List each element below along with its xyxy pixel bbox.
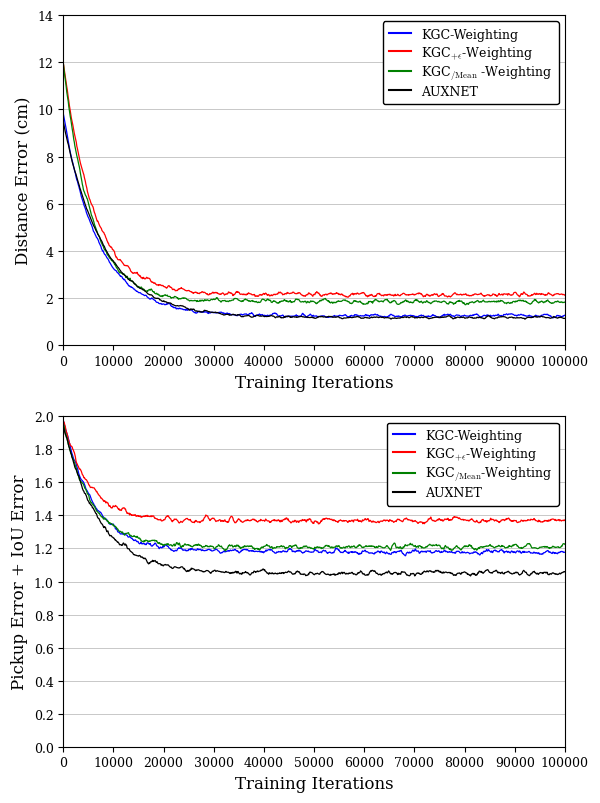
KGC$_{/\mathrm{Mean}}$ -Weighting bbox=[561, 298, 568, 308]
KGC$_{+\epsilon}$-Weighting bbox=[460, 291, 467, 300]
KGC-Weighting bbox=[460, 548, 467, 557]
KGC$_{/\mathrm{Mean}}$ -Weighting bbox=[460, 300, 467, 309]
Line: AUXNET: AUXNET bbox=[63, 426, 565, 577]
KGC$_{+\epsilon}$-Weighting bbox=[404, 516, 412, 525]
Line: KGC-Weighting: KGC-Weighting bbox=[63, 114, 565, 319]
A\textsc{ux}N\textsc{et} bbox=[460, 312, 467, 322]
KGC-Weighting bbox=[451, 548, 458, 557]
KGC-Weighting bbox=[451, 312, 458, 322]
KGC-Weighting bbox=[561, 548, 568, 557]
KGC$_{+\epsilon}$-Weighting bbox=[561, 516, 568, 525]
KGC$_{/\mathrm{Mean}}$-Weighting bbox=[404, 540, 412, 550]
A\textsc{ux}N\textsc{et} bbox=[561, 314, 568, 324]
KGC$_{+\epsilon}$-Weighting bbox=[451, 512, 458, 522]
Line: KGC$_{+\epsilon}$-Weighting: KGC$_{+\epsilon}$-Weighting bbox=[63, 421, 565, 524]
KGC-Weighting bbox=[281, 547, 288, 556]
AUXNET bbox=[111, 535, 118, 544]
AUXNET bbox=[451, 570, 458, 580]
KGC$_{+\epsilon}$-Weighting bbox=[59, 59, 67, 68]
A\textsc{ux}N\textsc{et} bbox=[521, 315, 529, 324]
AUXNET bbox=[263, 567, 270, 577]
KGC-Weighting bbox=[111, 266, 118, 275]
Legend: KGC-Weighting, KGC$_{+\epsilon}$-Weighting, KGC$_{/\mathrm{Mean}}$-Weighting, AU: KGC-Weighting, KGC$_{+\epsilon}$-Weighti… bbox=[386, 423, 559, 506]
KGC-Weighting bbox=[263, 312, 270, 321]
Legend: KGC-Weighting, KGC$_{+\epsilon}$-Weighting, KGC$_{/\mathrm{Mean}}$ -Weighting, A: KGC-Weighting, KGC$_{+\epsilon}$-Weighti… bbox=[383, 22, 559, 105]
Line: KGC$_{+\epsilon}$-Weighting: KGC$_{+\epsilon}$-Weighting bbox=[63, 63, 565, 298]
KGC-Weighting bbox=[404, 312, 412, 321]
KGC$_{+\epsilon}$-Weighting bbox=[281, 516, 288, 525]
KGC$_{/\mathrm{Mean}}$ -Weighting bbox=[263, 296, 270, 306]
KGC$_{+\epsilon}$-Weighting bbox=[281, 291, 288, 300]
KGC-Weighting bbox=[549, 314, 556, 324]
AUXNET bbox=[467, 572, 474, 581]
A\textsc{ux}N\textsc{et} bbox=[404, 313, 412, 323]
KGC$_{/\mathrm{Mean}}$-Weighting bbox=[451, 543, 458, 552]
KGC$_{+\epsilon}$-Weighting bbox=[561, 291, 568, 300]
KGC$_{/\mathrm{Mean}}$ -Weighting bbox=[451, 300, 458, 309]
KGC$_{+\epsilon}$-Weighting bbox=[111, 247, 118, 257]
AUXNET bbox=[460, 568, 467, 577]
KGC-Weighting bbox=[281, 312, 288, 322]
KGC-Weighting bbox=[263, 545, 270, 555]
A\textsc{ux}N\textsc{et} bbox=[111, 259, 118, 268]
X-axis label: Training Iterations: Training Iterations bbox=[235, 374, 394, 391]
Line: KGC$_{/\mathrm{Mean}}$-Weighting: KGC$_{/\mathrm{Mean}}$-Weighting bbox=[63, 424, 565, 551]
KGC$_{+\epsilon}$-Weighting bbox=[404, 291, 412, 300]
Line: KGC-Weighting: KGC-Weighting bbox=[63, 421, 565, 556]
KGC-Weighting bbox=[460, 312, 467, 321]
A\textsc{ux}N\textsc{et} bbox=[451, 314, 458, 324]
KGC-Weighting bbox=[401, 552, 409, 561]
Line: A\textsc{ux}N\textsc{et}: A\textsc{ux}N\textsc{et} bbox=[63, 122, 565, 320]
KGC$_{+\epsilon}$-Weighting bbox=[460, 516, 467, 525]
KGC$_{/\mathrm{Mean}}$ -Weighting bbox=[462, 300, 469, 310]
AUXNET bbox=[59, 422, 67, 431]
A\textsc{ux}N\textsc{et} bbox=[281, 312, 288, 322]
Y-axis label: Pickup Error + IoU Error: Pickup Error + IoU Error bbox=[11, 475, 28, 690]
AUXNET bbox=[281, 569, 288, 578]
KGC$_{+\epsilon}$-Weighting bbox=[344, 293, 352, 303]
KGC$_{/\mathrm{Mean}}$ -Weighting bbox=[404, 297, 412, 307]
Y-axis label: Distance Error (cm): Distance Error (cm) bbox=[15, 97, 32, 265]
KGC$_{/\mathrm{Mean}}$-Weighting bbox=[222, 546, 229, 556]
A\textsc{ux}N\textsc{et} bbox=[59, 117, 67, 127]
KGC-Weighting bbox=[59, 416, 67, 426]
KGC$_{/\mathrm{Mean}}$-Weighting bbox=[281, 543, 289, 552]
X-axis label: Training Iterations: Training Iterations bbox=[235, 775, 394, 792]
KGC$_{/\mathrm{Mean}}$-Weighting bbox=[59, 419, 67, 429]
KGC$_{+\epsilon}$-Weighting bbox=[315, 520, 322, 529]
KGC-Weighting bbox=[59, 109, 67, 119]
KGC$_{/\mathrm{Mean}}$ -Weighting bbox=[111, 260, 118, 270]
KGC-Weighting bbox=[111, 522, 118, 532]
KGC$_{+\epsilon}$-Weighting bbox=[263, 516, 270, 525]
KGC-Weighting bbox=[404, 548, 412, 558]
KGC$_{/\mathrm{Mean}}$ -Weighting bbox=[281, 296, 288, 305]
KGC-Weighting bbox=[561, 311, 568, 320]
KGC$_{+\epsilon}$-Weighting bbox=[263, 289, 270, 299]
AUXNET bbox=[561, 568, 568, 577]
Line: KGC$_{/\mathrm{Mean}}$ -Weighting: KGC$_{/\mathrm{Mean}}$ -Weighting bbox=[63, 63, 565, 305]
KGC$_{+\epsilon}$-Weighting bbox=[111, 502, 118, 512]
AUXNET bbox=[404, 571, 412, 581]
KGC$_{/\mathrm{Mean}}$ -Weighting bbox=[59, 59, 67, 68]
KGC$_{+\epsilon}$-Weighting bbox=[451, 288, 458, 298]
KGC$_{/\mathrm{Mean}}$-Weighting bbox=[111, 522, 118, 532]
A\textsc{ux}N\textsc{et} bbox=[263, 312, 270, 322]
KGC$_{/\mathrm{Mean}}$-Weighting bbox=[561, 540, 568, 549]
KGC$_{+\epsilon}$-Weighting bbox=[59, 416, 67, 426]
KGC$_{/\mathrm{Mean}}$-Weighting bbox=[263, 540, 270, 549]
KGC$_{/\mathrm{Mean}}$-Weighting bbox=[460, 542, 467, 552]
